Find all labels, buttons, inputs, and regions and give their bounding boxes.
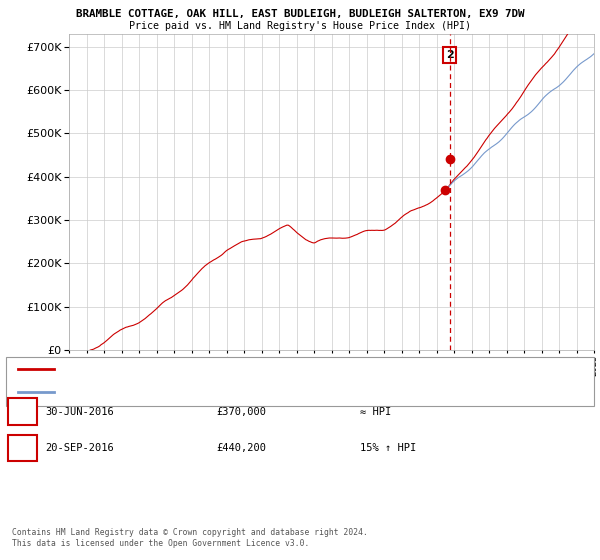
Text: 2: 2 bbox=[446, 50, 454, 60]
Text: 20-SEP-2016: 20-SEP-2016 bbox=[45, 443, 114, 453]
Text: £370,000: £370,000 bbox=[216, 407, 266, 417]
Text: BRAMBLE COTTAGE, OAK HILL, EAST BUDLEIGH, BUDLEIGH SALTERTON, EX9 7DW (deta: BRAMBLE COTTAGE, OAK HILL, EAST BUDLEIGH… bbox=[63, 365, 457, 374]
Text: 15% ↑ HPI: 15% ↑ HPI bbox=[360, 443, 416, 453]
Text: BRAMBLE COTTAGE, OAK HILL, EAST BUDLEIGH, BUDLEIGH SALTERTON, EX9 7DW: BRAMBLE COTTAGE, OAK HILL, EAST BUDLEIGH… bbox=[76, 9, 524, 19]
Text: 1: 1 bbox=[19, 407, 26, 417]
Text: 2: 2 bbox=[19, 443, 26, 453]
Text: ≈ HPI: ≈ HPI bbox=[360, 407, 391, 417]
Text: HPI: Average price, detached house, East Devon: HPI: Average price, detached house, East… bbox=[63, 387, 305, 396]
Text: Contains HM Land Registry data © Crown copyright and database right 2024.
This d: Contains HM Land Registry data © Crown c… bbox=[12, 528, 368, 548]
Text: Price paid vs. HM Land Registry's House Price Index (HPI): Price paid vs. HM Land Registry's House … bbox=[129, 21, 471, 31]
Text: £440,200: £440,200 bbox=[216, 443, 266, 453]
Text: 30-JUN-2016: 30-JUN-2016 bbox=[45, 407, 114, 417]
